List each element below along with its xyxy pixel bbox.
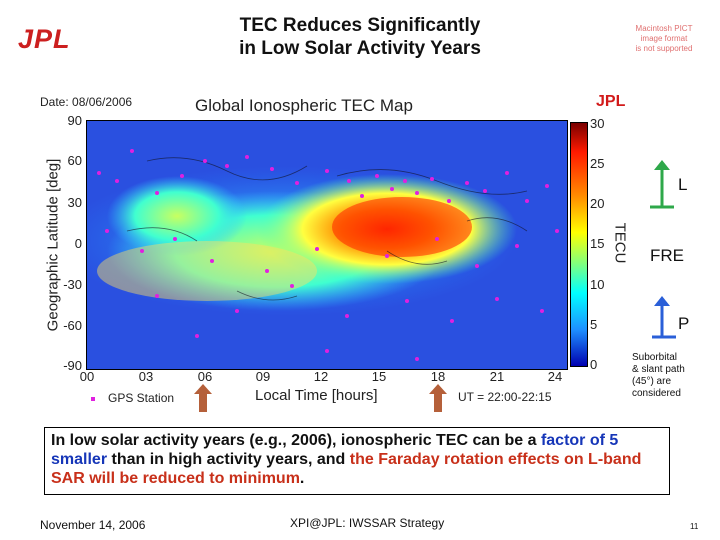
gps-station-markers <box>97 149 559 361</box>
colorbar-tick: 15 <box>590 236 605 251</box>
map-jpl-logo: JPL <box>596 93 626 110</box>
map-title: Global Ionospheric TEC Map <box>195 96 413 115</box>
x-tick: 18 <box>430 369 446 384</box>
label-fre: FRE <box>650 246 684 265</box>
x-tick: 12 <box>313 369 329 384</box>
side-note-line: considered <box>632 388 681 399</box>
x-axis-label: Local Time [hours] <box>255 387 378 404</box>
x-tick: 00 <box>79 369 95 384</box>
y-tick: -30 <box>63 277 82 292</box>
side-note-line: & slant path <box>632 364 685 375</box>
colorbar-tick: 10 <box>590 277 605 292</box>
slide-title: TEC Reduces Significantly in Low Solar A… <box>160 14 560 60</box>
summary-text: . <box>299 470 305 487</box>
side-note-line: Suborbital <box>632 352 678 363</box>
y-axis-label: Geographic Latitude [deg] <box>44 158 62 332</box>
colorbar-label: TECU <box>611 222 629 264</box>
jpl-logo: JPL <box>18 24 71 54</box>
tec-map-graphic <box>87 121 567 369</box>
gps-station-legend-marker <box>91 397 95 401</box>
side-note-line: (45°) are <box>632 376 672 387</box>
y-tick: 90 <box>67 113 82 128</box>
x-tick: 24 <box>547 369 563 384</box>
colorbar-tick: 20 <box>590 196 605 211</box>
summary-highlight-factor: factor of 5 smaller <box>51 432 619 468</box>
footer-center: XPI@JPL: IWSSAR Strategy <box>290 516 445 530</box>
colorbar-tick: 25 <box>590 156 605 171</box>
y-tick: 0 <box>74 236 82 251</box>
summary-box: In low solar activity years (e.g., 2006)… <box>44 427 670 495</box>
pict-notice-line1: Macintosh PICT <box>635 24 693 33</box>
page-number: 11 <box>690 522 699 531</box>
pict-format-notice: Macintosh PICT image format is not suppo… <box>620 24 708 54</box>
slide-title-line1: TEC Reduces Significantly <box>239 15 481 36</box>
pict-notice-line2: image format <box>640 34 688 43</box>
arrow-up-icon <box>194 384 212 412</box>
summary-text: In low solar activity years (e.g., 2006)… <box>51 432 541 449</box>
slide-title-line2: in Low Solar Activity Years <box>239 38 481 59</box>
x-tick: 21 <box>489 369 505 384</box>
gps-station-legend-label: GPS Station <box>108 391 175 405</box>
arrow-up-icon <box>429 384 447 412</box>
x-tick: 15 <box>371 369 387 384</box>
x-tick: 06 <box>197 369 213 384</box>
green-arrow-bracket-icon <box>650 160 674 209</box>
y-tick: -60 <box>63 318 82 333</box>
y-tick: 30 <box>67 195 82 210</box>
blue-arrow-bracket-icon <box>652 296 676 339</box>
summary-text: than in high activity years, and <box>107 451 350 468</box>
y-tick: 60 <box>67 153 82 168</box>
summary-highlight-faraday: the Faraday rotation effects on L-band S… <box>51 451 642 487</box>
colorbar-tick: 30 <box>590 116 605 131</box>
side-note: Suborbital & slant path (45°) are consid… <box>632 352 712 400</box>
colorbar-tick: 0 <box>590 357 598 372</box>
colorbar-tick: 5 <box>590 317 598 332</box>
x-tick: 09 <box>255 369 271 384</box>
label-l: L <box>678 175 688 194</box>
tec-colorbar <box>570 122 588 367</box>
map-date: Date: 08/06/2006 <box>40 95 133 109</box>
ut-range: UT = 22:00-22:15 <box>458 390 552 404</box>
footer-date: November 14, 2006 <box>40 518 146 532</box>
tec-map <box>86 120 568 370</box>
y-tick: -90 <box>63 358 82 373</box>
x-tick: 03 <box>138 369 154 384</box>
pict-notice-line3: is not supported <box>635 44 693 53</box>
label-p: P <box>678 314 690 333</box>
